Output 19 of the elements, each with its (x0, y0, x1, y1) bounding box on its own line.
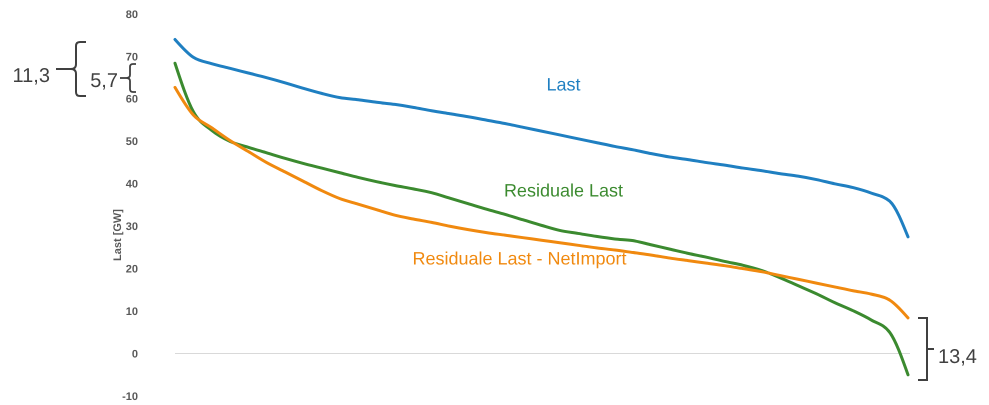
y-tick-label: 60 (126, 94, 138, 106)
y-tick-label: 20 (126, 264, 138, 276)
line-series (174, 62, 910, 376)
y-tick-label: 50 (126, 136, 138, 148)
y-tick-label: 10 (126, 306, 138, 318)
y-tick-label: 80 (126, 8, 138, 21)
series-label: Residuale Last - NetImport (412, 248, 627, 268)
y-tick-label: 70 (126, 51, 138, 64)
text: Last (546, 74, 581, 94)
y-tick-label: 30 (126, 221, 138, 234)
text: 13,4 (938, 346, 977, 368)
y-axis-title: Last [GW] (112, 208, 124, 261)
y-tick-label: 0 (132, 348, 138, 360)
line-series (174, 38, 910, 238)
series-label: Residuale Last (504, 180, 624, 201)
y-tick-label: -10 (122, 390, 138, 403)
text: 11,3 (12, 65, 50, 87)
text: 5,7 (90, 70, 118, 92)
y-tick-label: 40 (126, 178, 138, 191)
